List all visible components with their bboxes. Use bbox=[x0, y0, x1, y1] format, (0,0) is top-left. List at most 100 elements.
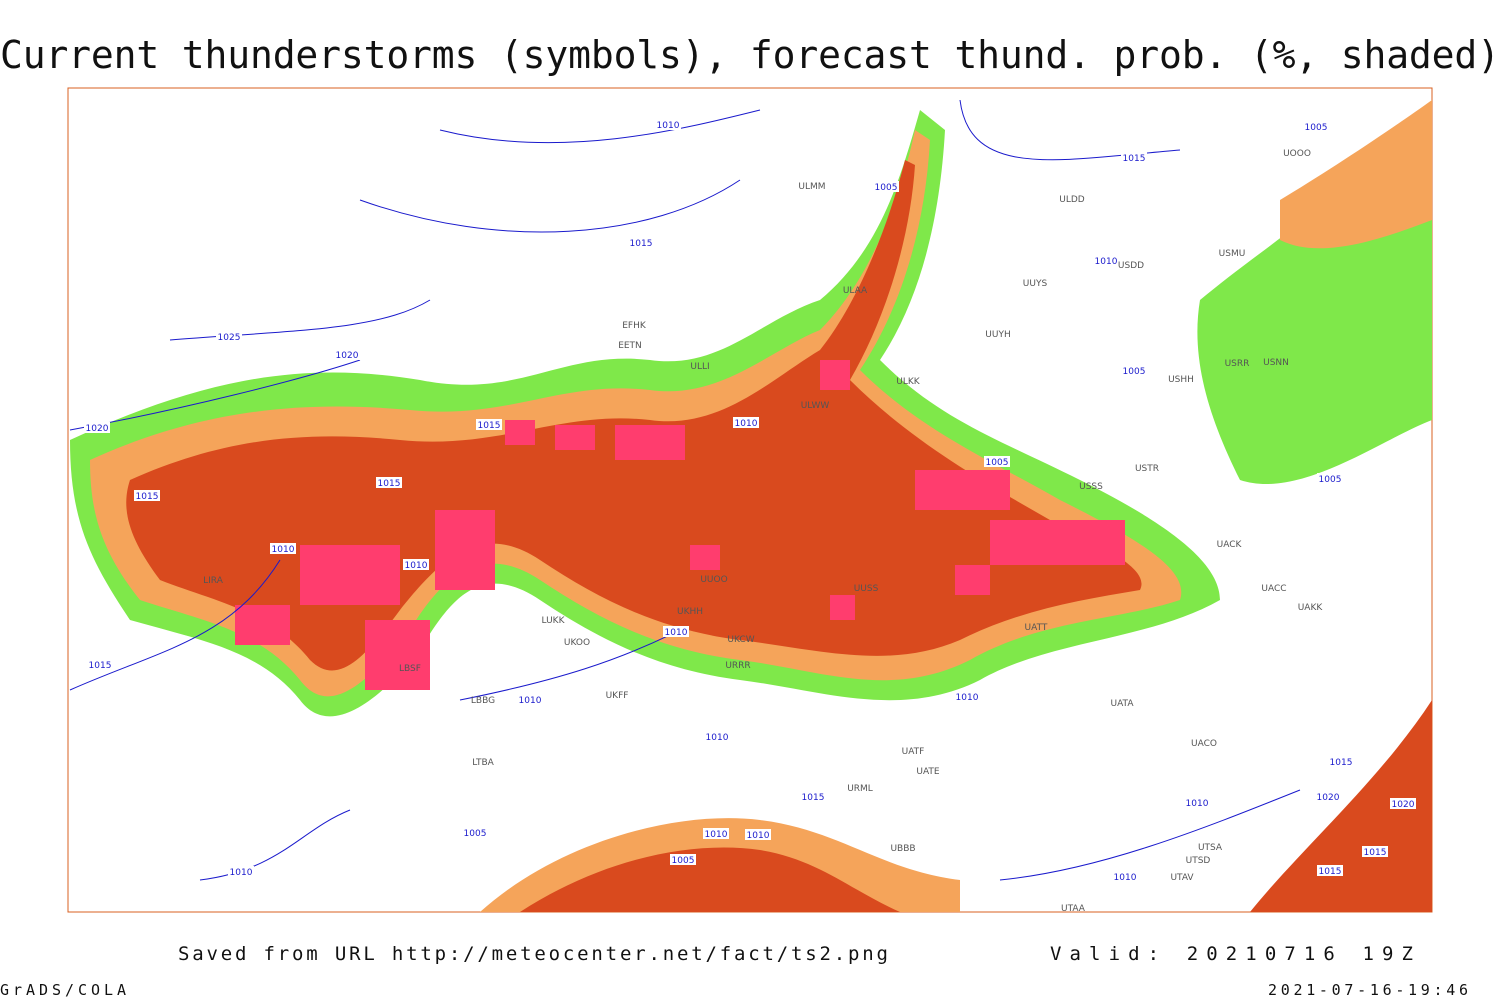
station-label: UATF bbox=[902, 747, 925, 757]
storm-symbol bbox=[555, 425, 595, 450]
isobar-label: 1015 bbox=[478, 421, 501, 431]
isobar-label-bg bbox=[1121, 365, 1147, 376]
isobar-label-bg bbox=[1093, 255, 1119, 266]
isobar-label: 1010 bbox=[1114, 873, 1137, 883]
isobar-label: 1010 bbox=[705, 830, 728, 840]
isobar-label: 1005 bbox=[986, 458, 1009, 468]
isobar-label: 1005 bbox=[1305, 123, 1328, 133]
station-label: ULDD bbox=[1059, 195, 1085, 205]
station-label: UATE bbox=[916, 767, 940, 777]
isobar-label-bg bbox=[84, 422, 110, 433]
isobar-label-bg bbox=[270, 543, 296, 554]
station-label: USDD bbox=[1118, 261, 1144, 271]
isobar-label: 1005 bbox=[1123, 367, 1146, 377]
storm-symbol bbox=[235, 605, 290, 645]
prob-high-southeast bbox=[1250, 700, 1432, 912]
station-label: UATA bbox=[1110, 699, 1134, 709]
isobar-label-bg bbox=[628, 237, 654, 248]
station-label: USTR bbox=[1135, 464, 1159, 474]
isobar-label: 1010 bbox=[519, 696, 542, 706]
prob-mid-east bbox=[1280, 100, 1432, 249]
isobar-label-bg bbox=[216, 331, 242, 342]
isobar-label-bg bbox=[1112, 871, 1138, 882]
isobar-label-bg bbox=[1184, 797, 1210, 808]
isobar-label-bg bbox=[670, 854, 696, 865]
isobar bbox=[69, 559, 281, 691]
isobar-label: 1020 bbox=[86, 424, 109, 434]
isobar-label: 1010 bbox=[230, 868, 253, 878]
map-labels: 1010 1005 1015 1005 1015 1010 1025 1020 1005 1020… bbox=[84, 119, 1416, 914]
station-label: EFHK bbox=[622, 321, 647, 331]
isobar-label-bg bbox=[873, 181, 899, 192]
isobar-label: 1020 bbox=[1317, 793, 1340, 803]
isobar-label: 1010 bbox=[272, 545, 295, 555]
isobar-label: 1015 bbox=[136, 492, 159, 502]
station-label: LUKK bbox=[542, 616, 566, 626]
isobar-label: 1010 bbox=[405, 561, 428, 571]
station-label: UKCW bbox=[727, 635, 754, 645]
isobar-label: 1010 bbox=[665, 628, 688, 638]
isobar-label: 1015 bbox=[89, 661, 112, 671]
storm-symbol bbox=[615, 425, 685, 460]
isobar-label-bg bbox=[228, 866, 254, 877]
station-label: ULKK bbox=[896, 377, 921, 387]
isobar-label: 1015 bbox=[378, 479, 401, 489]
isobar-label: 1015 bbox=[1330, 758, 1353, 768]
isobar-label: 1015 bbox=[1364, 848, 1387, 858]
station-label: UKFF bbox=[606, 691, 629, 701]
isobar-label-bg bbox=[476, 419, 502, 430]
storm-symbol bbox=[300, 545, 400, 605]
isobar-label-bg bbox=[703, 828, 729, 839]
station-label: URML bbox=[847, 784, 873, 794]
station-label: LTBA bbox=[472, 758, 494, 768]
isobar-label-bg bbox=[87, 659, 113, 670]
isobar-label: 1020 bbox=[336, 351, 359, 361]
title: Current thunderstorms (symbols), forecas… bbox=[0, 33, 1500, 77]
station-label: UUYH bbox=[985, 330, 1010, 340]
isobar-label-bg bbox=[334, 349, 360, 360]
storm-symbol bbox=[820, 360, 850, 390]
station-label: UTSA bbox=[1198, 843, 1223, 853]
isobar-label-bg bbox=[1303, 121, 1329, 132]
isobar-label: 1015 bbox=[802, 793, 825, 803]
isobar-label: 1010 bbox=[735, 419, 758, 429]
station-label: USSS bbox=[1079, 482, 1103, 492]
station-label: ULMM bbox=[798, 182, 825, 192]
station-label: URRR bbox=[725, 661, 750, 671]
station-label: ULLI bbox=[690, 362, 709, 372]
isobar-label-bg bbox=[376, 477, 402, 488]
station-label: USRR bbox=[1225, 359, 1250, 369]
station-label: UTAA bbox=[1061, 904, 1086, 914]
station-label: UBBB bbox=[890, 844, 915, 854]
isobar-label-bg bbox=[1317, 473, 1343, 484]
isobar-label-bg bbox=[984, 456, 1010, 467]
isobar bbox=[359, 179, 741, 233]
station-label: UACK bbox=[1217, 540, 1243, 550]
storm-symbol bbox=[915, 470, 1010, 510]
prob-high bbox=[126, 160, 1142, 671]
station-label: USHH bbox=[1168, 375, 1194, 385]
isobar-label: 1020 bbox=[1392, 800, 1415, 810]
map-area: 1010 1005 1015 1005 1015 1010 1025 1020 1005 1020… bbox=[67, 87, 1433, 914]
storm-symbol bbox=[690, 545, 720, 570]
isobar bbox=[459, 629, 681, 701]
station-label: LBBG bbox=[471, 696, 495, 706]
isobar-label-bg bbox=[663, 626, 689, 637]
isobar-label: 1015 bbox=[1123, 154, 1146, 164]
station-label: ULAA bbox=[843, 286, 868, 296]
isobar-label-bg bbox=[1315, 791, 1341, 802]
isobar-label-bg bbox=[1328, 756, 1354, 767]
isobar-label-bg bbox=[517, 694, 543, 705]
storm-symbol bbox=[365, 620, 430, 690]
isobar bbox=[999, 789, 1301, 881]
isobar-label: 1010 bbox=[657, 121, 680, 131]
isobar bbox=[69, 359, 361, 431]
isobar-label: 1005 bbox=[1319, 475, 1342, 485]
station-label: USNN bbox=[1263, 358, 1289, 368]
storm-symbol bbox=[830, 595, 855, 620]
isobar-label-bg bbox=[655, 119, 681, 130]
isobar-label: 1015 bbox=[630, 239, 653, 249]
station-label: UACO bbox=[1191, 739, 1217, 749]
isobar bbox=[199, 809, 351, 881]
